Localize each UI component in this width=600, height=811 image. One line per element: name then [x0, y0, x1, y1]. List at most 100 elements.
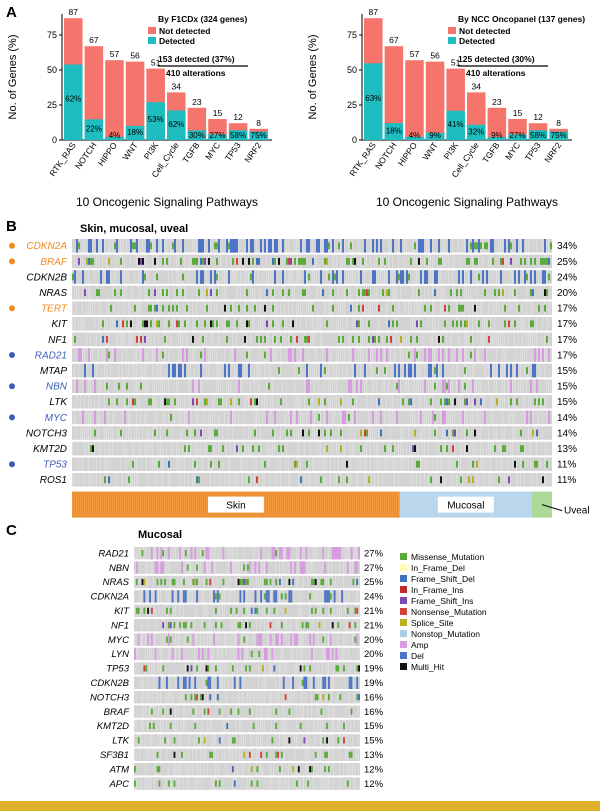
- alteration-mark: [186, 665, 189, 672]
- alteration-mark: [260, 751, 263, 758]
- x-axis-label: 10 Oncogenic Signaling Pathways: [376, 195, 558, 209]
- alteration-mark: [237, 622, 240, 629]
- bar-total-label: 57: [110, 49, 120, 59]
- alteration-mark: [408, 398, 410, 406]
- alteration-mark: [346, 258, 348, 265]
- alteration-mark: [402, 398, 404, 406]
- bar-detected-NRF2: [549, 131, 568, 140]
- alteration-mark: [134, 242, 136, 250]
- alteration-mark: [320, 270, 322, 284]
- alteration-mark: [177, 590, 180, 603]
- alteration-mark: [462, 304, 464, 312]
- gene-label-ATM: ATM: [109, 764, 129, 775]
- alteration-mark: [434, 382, 436, 390]
- gene-label-RAD21: RAD21: [35, 350, 67, 361]
- alteration-mark: [508, 239, 510, 253]
- alteration-mark: [265, 607, 268, 614]
- alteration-mark: [314, 694, 317, 701]
- alteration-mark: [290, 336, 292, 343]
- y-axis-label: No. of Genes (%): [7, 35, 19, 120]
- alteration-mark: [248, 665, 251, 672]
- alteration-mark: [324, 239, 326, 253]
- alteration-mark: [472, 379, 474, 393]
- x-tick-label: HIPPO: [96, 140, 120, 168]
- alteration-mark: [108, 476, 110, 484]
- alteration-mark: [468, 476, 470, 484]
- alteration-mark: [214, 665, 217, 672]
- alteration-mark: [327, 590, 330, 603]
- alteration-mark: [148, 239, 150, 253]
- alteration-mark: [446, 382, 448, 390]
- bar-detected-pct-label: 32%: [468, 128, 484, 137]
- alteration-mark: [329, 578, 332, 586]
- alteration-mark: [192, 398, 194, 406]
- alteration-mark: [312, 633, 315, 646]
- alteration-mark: [320, 476, 322, 484]
- alteration-mark: [309, 633, 312, 646]
- alteration-mark: [234, 348, 236, 362]
- alteration-mark: [108, 270, 110, 284]
- panel-letter-c: C: [6, 522, 17, 539]
- alteration-mark: [488, 336, 490, 343]
- alteration-mark: [305, 676, 308, 689]
- alteration-mark: [182, 622, 185, 629]
- alteration-mark: [102, 239, 104, 253]
- alteration-mark: [134, 398, 136, 406]
- alteration-mark: [194, 547, 197, 560]
- alteration-mark: [144, 273, 146, 281]
- alteration-mark: [337, 547, 340, 560]
- alteration-mark: [264, 351, 266, 359]
- alteration-mark: [169, 722, 172, 730]
- oncoprint-c-title: Mucosal: [138, 529, 182, 541]
- alteration-mark: [324, 367, 326, 374]
- alteration-mark: [266, 320, 268, 328]
- alteration-mark: [173, 751, 176, 758]
- alteration-mark: [140, 336, 142, 343]
- alteration-mark: [108, 398, 110, 406]
- alteration-mark: [207, 708, 210, 715]
- bar-detected-pct-label: 58%: [230, 131, 246, 140]
- alteration-mark: [292, 320, 294, 328]
- alteration-mark: [508, 476, 510, 484]
- alteration-mark: [254, 607, 257, 614]
- alteration-mark: [454, 398, 456, 406]
- bar-chart-ncc-oncopanel: 0 25 50 75 No. of Genes (%) 87 63% RTK_RAS 67 18%…: [307, 7, 585, 209]
- alteration-mark: [158, 460, 160, 468]
- alteration-mark: [106, 270, 108, 284]
- alteration-mark: [76, 239, 78, 253]
- alteration-mark: [162, 622, 165, 629]
- alteration-mark: [324, 751, 327, 758]
- alteration-mark: [74, 270, 76, 284]
- alteration-mark: [312, 304, 314, 312]
- legend-title: By NCC Oncopanel (137 genes): [458, 14, 585, 24]
- alteration-mark: [260, 590, 263, 603]
- bar-total-label: 23: [492, 97, 502, 107]
- alteration-mark: [498, 289, 500, 296]
- alteration-mark: [548, 258, 550, 265]
- alteration-mark: [536, 460, 538, 468]
- alteration-mark: [328, 273, 330, 281]
- alteration-mark: [510, 258, 512, 265]
- alteration-mark: [210, 289, 212, 296]
- legend-label-in_frame_ins: In_Frame_Ins: [411, 585, 463, 595]
- alteration-mark: [302, 348, 304, 362]
- alteration-mark: [212, 320, 214, 328]
- bar-not-detected-HIPPO: [405, 60, 424, 141]
- alteration-mark: [275, 550, 278, 557]
- alteration-mark: [213, 633, 215, 646]
- alteration-mark: [466, 398, 468, 406]
- alteration-mark: [242, 258, 244, 265]
- alteration-mark: [268, 239, 270, 253]
- alteration-mark: [241, 647, 244, 661]
- alteration-mark: [152, 722, 155, 730]
- alteration-mark: [362, 289, 364, 296]
- alteration-mark: [488, 320, 490, 328]
- gene-pct-NRAS: 20%: [557, 288, 577, 299]
- alteration-mark: [140, 382, 142, 390]
- alteration-mark: [490, 363, 492, 378]
- alteration-mark: [167, 547, 170, 560]
- alteration-mark: [356, 320, 358, 328]
- alteration-mark: [438, 258, 440, 265]
- alteration-mark: [126, 398, 128, 406]
- alteration-mark: [180, 258, 182, 265]
